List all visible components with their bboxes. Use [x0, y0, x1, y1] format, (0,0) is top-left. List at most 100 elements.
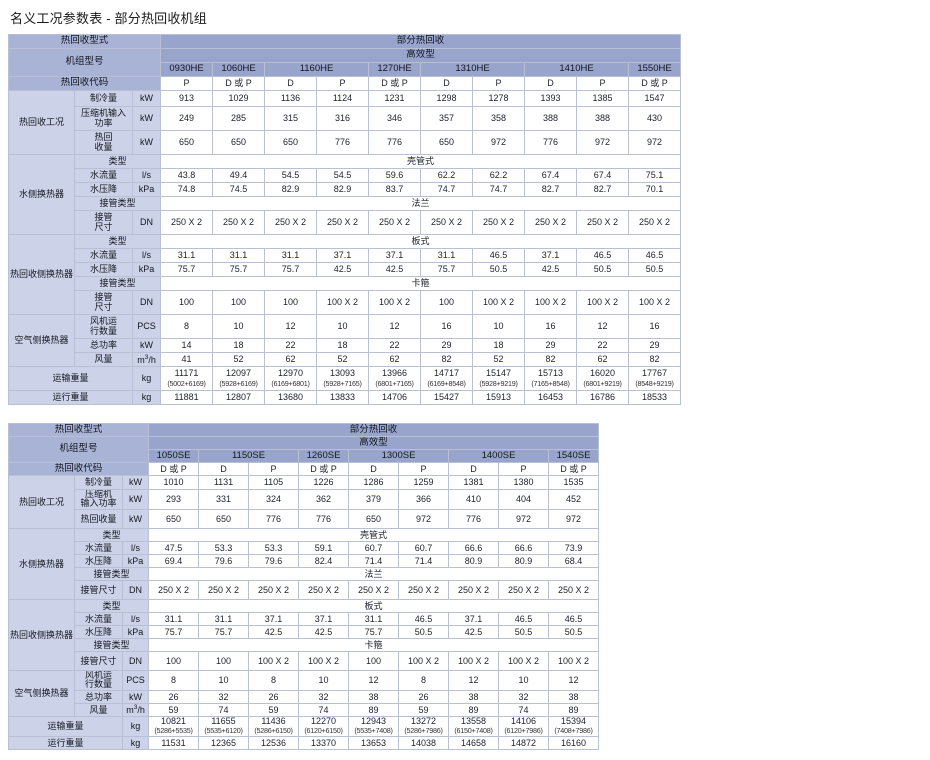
- cooling-capacity-cell: 1259: [398, 475, 450, 490]
- rec-water-flow-cell: 37.1: [298, 611, 350, 626]
- compressor-power-cell: 358: [472, 106, 526, 131]
- pipe-size-cell: 250 X 2: [576, 210, 630, 235]
- fan-count-cell: 12: [576, 314, 630, 339]
- rec-pipe-size-cell: 100 X 2: [448, 650, 500, 671]
- recovery-code-cell: D 或 P: [628, 76, 682, 91]
- rec-hx-type-value: 板式: [160, 234, 682, 249]
- ship-weight-cell: 11655 (5535+6120): [198, 715, 250, 737]
- water-drop-cell: 74.7: [420, 182, 474, 197]
- table-row: 压缩机 输入功率 kW 293 331 324 362 379 366 410 404 452: [9, 489, 600, 510]
- row-label-pipe-size: 接管尺寸: [74, 579, 124, 600]
- table-row: 热回收型式 部分热回收: [7, 34, 682, 49]
- unit-kg: kg: [122, 715, 150, 737]
- total-power-cell: 32: [298, 689, 350, 704]
- section-water-hx: 水侧换热器: [7, 154, 76, 235]
- rec-pipe-size-cell: 100 X 2: [576, 290, 630, 315]
- rec-pipe-size-cell: 100 X 2: [472, 290, 526, 315]
- pipe-size-cell: 250 X 2: [472, 210, 526, 235]
- rec-pipe-size-cell: 100 X 2: [524, 290, 578, 315]
- rec-water-drop-cell: 50.5: [548, 624, 600, 639]
- rec-water-drop-cell: 75.7: [148, 624, 200, 639]
- compressor-power-cell: 315: [264, 106, 318, 131]
- row-label-rec-hx-type: 类型: [74, 234, 162, 249]
- run-weight-cell: 13370: [298, 735, 350, 750]
- ship-weight-cell: 12970 (6169+6801): [264, 366, 318, 391]
- total-power-cell: 26: [248, 689, 300, 704]
- header-recovery-type-value: 部分热回收: [160, 34, 682, 49]
- run-weight-cell: 16786: [576, 390, 630, 405]
- recovery-code-cell: D: [198, 462, 250, 476]
- heat-recovery-cell: 972: [628, 130, 682, 155]
- run-weight-cell: 12365: [198, 735, 250, 750]
- rec-pipe-size-cell: 100: [212, 290, 266, 315]
- row-label-total-power: 总功率: [74, 338, 134, 353]
- recovery-code-cell: D 或 P: [298, 462, 350, 476]
- heat-recovery-cell: 972: [472, 130, 526, 155]
- row-label-cooling-capacity: 制冷量: [74, 475, 124, 490]
- row-label-pipe-type: 接管类型: [74, 196, 162, 211]
- pipe-type-value: 法兰: [160, 196, 682, 211]
- table-row: 运行重量 kg 11531 12365 12536 13370 13653 14038 1465…: [7, 735, 600, 750]
- fan-count-cell: 10: [198, 669, 250, 691]
- rec-pipe-size-cell: 100: [160, 290, 214, 315]
- heat-recovery-cell: 972: [576, 130, 630, 155]
- water-flow-cell: 75.1: [628, 168, 682, 183]
- water-flow-cell: 67.4: [576, 168, 630, 183]
- water-flow-cell: 66.6: [448, 540, 500, 555]
- row-label-fan-count: 风机运 行数量: [74, 314, 134, 339]
- row-label-rec-water-flow: 水流量: [74, 611, 124, 626]
- rec-water-drop-cell: 50.5: [472, 262, 526, 277]
- compressor-power-cell: 388: [576, 106, 630, 131]
- water-drop-cell: 80.9: [498, 553, 550, 568]
- cooling-capacity-cell: 1278: [472, 90, 526, 107]
- recovery-code-cell: P: [398, 462, 450, 476]
- cooling-capacity-cell: 1231: [368, 90, 422, 107]
- air-volume-cell: 62: [368, 352, 422, 367]
- ship-weight-cell: 17767 (8548+9219): [628, 366, 682, 391]
- ship-weight-cell: 16020 (6801+9219): [576, 366, 630, 391]
- recovery-code-cell: D 或 P: [548, 462, 600, 476]
- pipe-size-cell: 250 X 2: [448, 579, 500, 600]
- run-weight-cell: 15913: [472, 390, 526, 405]
- heat-recovery-cell: 650: [348, 508, 400, 529]
- air-volume-cell: 89: [448, 702, 500, 717]
- rec-water-drop-cell: 42.5: [368, 262, 422, 277]
- run-weight-cell: 18533: [628, 390, 682, 405]
- rec-water-drop-cell: 42.5: [524, 262, 578, 277]
- cooling-capacity-cell: 1286: [348, 475, 400, 490]
- cooling-capacity-cell: 1136: [264, 90, 318, 107]
- unit-kw: kW: [122, 489, 150, 510]
- heat-recovery-cell: 650: [148, 508, 200, 529]
- unit-ls: l/s: [122, 611, 150, 626]
- water-flow-cell: 53.3: [198, 540, 250, 555]
- model-group-1410HE: 1410HE: [524, 62, 630, 77]
- heat-recovery-cell: 776: [248, 508, 300, 529]
- water-hx-type-value: 壳管式: [148, 527, 600, 542]
- row-label-fan-count: 风机运 行数量: [74, 669, 124, 691]
- heat-recovery-cell: 776: [524, 130, 578, 155]
- table-row: 水流量 l/s 47.5 53.3 53.3 59.1 60.7 60.7 66.6 66.6 73…: [9, 540, 600, 555]
- rec-pipe-size-cell: 100 X 2: [548, 650, 600, 671]
- rec-water-flow-cell: 31.1: [198, 611, 250, 626]
- table-row: 接管尺寸 DN 100 100 100 X 2 100 X 2 100 100 X 2 100 …: [9, 650, 600, 671]
- model-group-1400SE: 1400SE: [448, 449, 550, 463]
- pipe-size-cell: 250 X 2: [298, 579, 350, 600]
- total-power-cell: 18: [316, 338, 370, 353]
- table-row: 热回 收量 kW 650 650 650 776 776 650 972 776 972 972: [9, 130, 682, 155]
- recovery-code-cell: D 或 P: [148, 462, 200, 476]
- ship-weight-cell: 14717 (6169+8548): [420, 366, 474, 391]
- ship-weight-cell: 13093 (5928+7165): [316, 366, 370, 391]
- pipe-size-cell: 250 X 2: [548, 579, 600, 600]
- unit-kw: kW: [132, 130, 162, 155]
- water-drop-cell: 74.7: [472, 182, 526, 197]
- row-label-air-volume: 风量: [74, 702, 124, 717]
- air-volume-cell: 82: [420, 352, 474, 367]
- fan-count-cell: 8: [398, 669, 450, 691]
- rec-water-flow-cell: 46.5: [576, 248, 630, 263]
- table-row: 运输重量 kg 10821 (5286+5535) 11655 (5535+6120) 11…: [7, 715, 600, 737]
- row-label-water-hx-type: 类型: [74, 154, 162, 169]
- model-group-1270HE: 1270HE: [368, 62, 422, 77]
- fan-count-cell: 16: [420, 314, 474, 339]
- row-label-heat-recovery: 热回收量: [74, 130, 134, 155]
